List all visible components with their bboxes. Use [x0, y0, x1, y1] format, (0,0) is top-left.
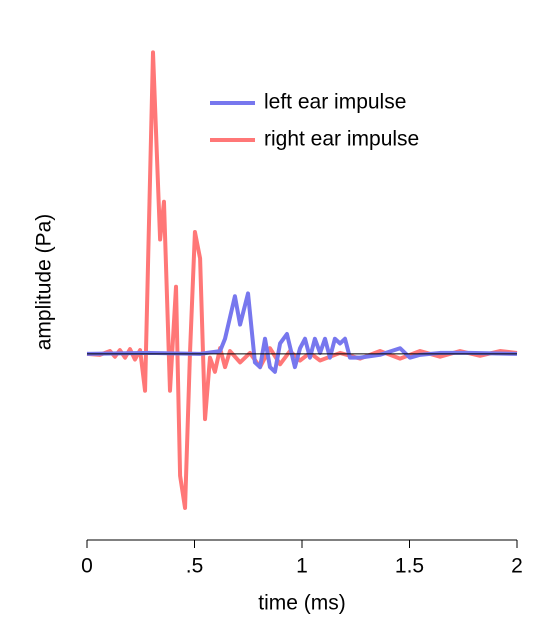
x-tick-label: 2 [511, 555, 523, 578]
x-tick-label: 1.5 [395, 555, 424, 578]
legend-label: left ear impulse [264, 91, 406, 114]
legend-label: right ear impulse [264, 128, 419, 151]
x-tick-label: 0 [81, 555, 93, 578]
x-axis-label: time (ms) [258, 592, 346, 615]
x-tick-label: 1 [296, 555, 308, 578]
series-line [86, 50, 518, 510]
y-axis-label: amplitude (Pa) [33, 214, 56, 351]
x-tick-label: .5 [186, 555, 204, 578]
series-line [86, 291, 518, 374]
